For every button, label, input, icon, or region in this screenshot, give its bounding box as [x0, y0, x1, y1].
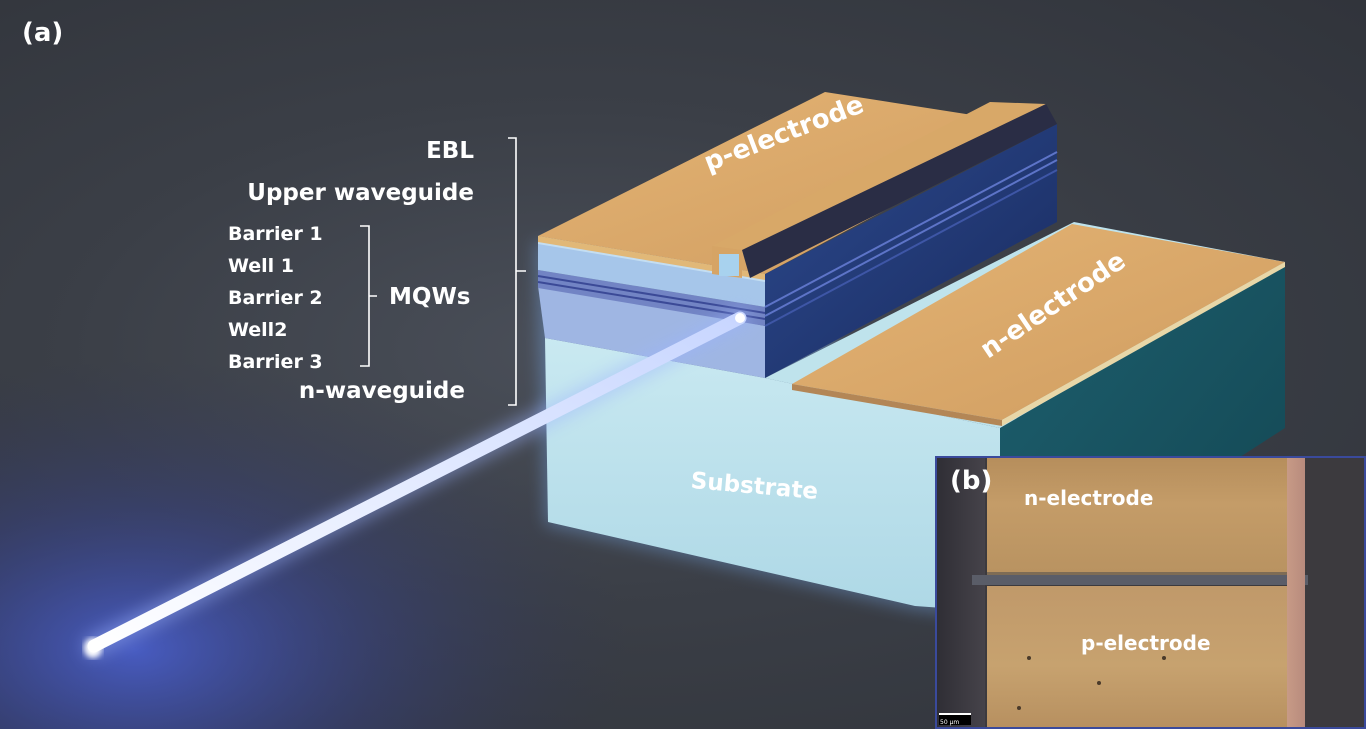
micro-ridge-edge: [1287, 458, 1305, 727]
micro-p-electrode: [987, 586, 1302, 727]
substrate-front: [545, 338, 1000, 612]
inset-p-electrode-label: p-electrode: [1081, 631, 1211, 655]
laser-beam-tip: [84, 638, 102, 658]
panel-b-label: (b): [950, 466, 993, 496]
stack-side-line-2: [764, 159, 1058, 317]
n-electrode-edge: [792, 384, 1002, 426]
micro-left-region: [937, 458, 985, 727]
micro-defect: [1017, 706, 1021, 710]
panel-a-label: (a): [22, 18, 64, 48]
inset-n-electrode-label: n-electrode: [1024, 486, 1154, 510]
mqw-region-front: [538, 270, 765, 326]
n-electrode-side-edge: [1002, 262, 1285, 426]
well-2-label: Well2: [228, 319, 288, 341]
ebl-label: EBL: [426, 138, 474, 164]
upper-waveguide-label: Upper waveguide: [247, 180, 474, 206]
scale-bar-label: 50 μm: [940, 719, 960, 726]
stack-side: [765, 124, 1057, 378]
mqw-bracket: [360, 225, 377, 367]
micro-gap: [972, 575, 1308, 585]
outer-bracket: [508, 137, 526, 406]
n-waveguide-front: [538, 286, 765, 378]
mqws-label: MQWs: [389, 284, 471, 310]
well-1-label: Well 1: [228, 255, 295, 277]
barrier-2-label: Barrier 2: [228, 287, 323, 309]
n-electrode-pad: [792, 224, 1285, 420]
ridge-top: [712, 102, 1046, 256]
microscope-inset: (b) n-electrode p-electrode 50 μm: [935, 456, 1366, 729]
barrier-3-label: Barrier 3: [228, 351, 323, 373]
stack-side-line-1: [764, 151, 1058, 308]
micro-defect: [1162, 656, 1166, 660]
stack-side-line-3: [764, 169, 1058, 327]
p-electrode-top: [538, 92, 1043, 274]
barrier-1-label: Barrier 1: [228, 223, 323, 245]
well-1-line: [537, 275, 766, 314]
emission-spot: [735, 313, 745, 323]
ridge-side: [742, 104, 1057, 278]
p-electrode-front-edge: [538, 236, 765, 280]
micro-n-electrode: [987, 458, 1287, 575]
micro-defect: [1097, 681, 1101, 685]
scale-bar: [939, 713, 971, 725]
ridge-window: [719, 254, 739, 276]
laser-beam: [87, 311, 747, 653]
micro-defect: [1027, 656, 1031, 660]
n-waveguide-label: n-waveguide: [298, 378, 465, 404]
upper-waveguide-front: [538, 242, 765, 307]
